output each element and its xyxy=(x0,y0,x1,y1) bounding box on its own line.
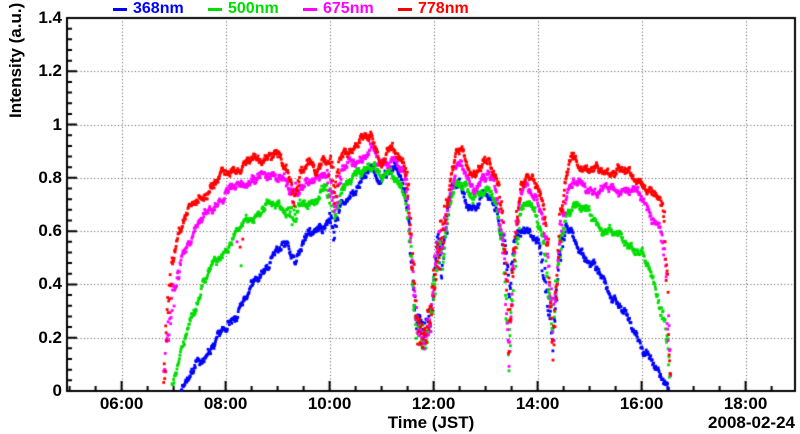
x-tick-label: 14:00 xyxy=(515,394,560,413)
legend-line-swatch-368nm xyxy=(113,7,127,11)
legend-label-675nm: 675nm xyxy=(323,0,374,17)
x-tick-label: 18:00 xyxy=(723,394,768,413)
x-tick-label: 08:00 xyxy=(203,394,248,413)
legend-entry-778nm: 778nm xyxy=(398,1,469,17)
legend-entry-500nm: 500nm xyxy=(208,1,279,17)
legend-entry-675nm: 675nm xyxy=(303,1,374,17)
x-tick-label: 06:00 xyxy=(99,394,144,413)
y-tick-label: 0.4 xyxy=(38,274,62,294)
x-axis-title: Time (JST) xyxy=(387,413,475,432)
legend-label-500nm: 500nm xyxy=(228,0,279,17)
legend-label-778nm: 778nm xyxy=(418,0,469,17)
y-tick-label: 1.4 xyxy=(38,8,62,27)
x-tick-label: 16:00 xyxy=(619,394,664,413)
x-tick-label: 10:00 xyxy=(307,394,352,413)
legend-line-swatch-500nm xyxy=(208,7,222,11)
x-tick-label: 12:00 xyxy=(411,394,456,413)
legend-line-swatch-675nm xyxy=(303,7,317,11)
y-tick-label: 1.2 xyxy=(38,61,62,81)
y-tick-label: 1 xyxy=(52,114,62,134)
y-tick-label: 0.2 xyxy=(38,327,62,347)
date-label: 2008-02-24 xyxy=(708,413,795,432)
legend-entry-368nm: 368nm xyxy=(113,1,184,17)
y-tick-label: 0.6 xyxy=(38,221,62,241)
legend-label-368nm: 368nm xyxy=(133,0,184,17)
y-tick-label: 0 xyxy=(52,381,62,400)
legend-line-swatch-778nm xyxy=(398,7,412,11)
y-tick-label: 0.8 xyxy=(38,167,62,187)
